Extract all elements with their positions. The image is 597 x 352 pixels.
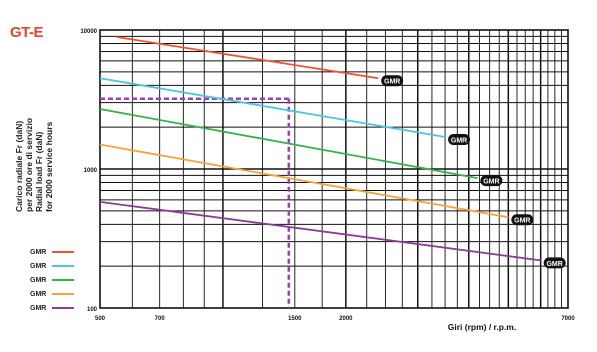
y-tick-label: 100 — [87, 307, 98, 313]
series-line-1 — [116, 36, 379, 80]
legend-item-5: GMR — [30, 301, 74, 315]
legend-label-2: GMR — [30, 262, 47, 270]
series-line-5 — [99, 200, 541, 262]
series-line-2 — [99, 77, 446, 138]
y-tick-label: 1000 — [84, 168, 98, 174]
x-tick-label: 1500 — [288, 316, 302, 322]
legend-label-5: GMR — [30, 304, 47, 312]
legend-item-1: GMR — [30, 245, 74, 259]
series-end-badge-5 — [543, 257, 566, 269]
legend-label-1: GMR — [30, 248, 47, 256]
series-end-label-3: GMR — [483, 179, 499, 186]
legend-swatch-4 — [52, 293, 74, 295]
series-end-badge-1 — [381, 75, 404, 87]
y-tick-label: 10000 — [80, 29, 97, 35]
series-end-badge-4 — [511, 214, 534, 226]
legend-swatch-1 — [52, 251, 74, 253]
series-line-3 — [99, 108, 478, 179]
legend-label-3: GMR — [30, 276, 47, 284]
legend-swatch-5 — [52, 307, 74, 309]
x-tick-label: 700 — [155, 316, 166, 322]
series-end-badge-3 — [480, 175, 503, 187]
series-end-label-5: GMR — [546, 261, 562, 268]
legend-swatch-2 — [52, 265, 74, 267]
x-axis-label: Giri (rpm) / r.p.m. — [448, 322, 516, 332]
legend-label-4: GMR — [30, 290, 47, 298]
x-tick-label: 7000 — [561, 316, 575, 322]
legend-item-3: GMR — [30, 273, 74, 287]
x-tick-label: 500 — [95, 316, 106, 322]
legend-item-4: GMR — [30, 287, 74, 301]
series-end-label-2: GMR — [451, 137, 467, 144]
series-line-4 — [99, 143, 509, 219]
legend-item-2: GMR — [30, 259, 74, 273]
chart-title: GT-E — [10, 24, 44, 41]
legend: GMR GMR GMR GMR GMR — [30, 245, 74, 315]
series-end-label-1: GMR — [384, 79, 400, 86]
series-end-badge-2 — [448, 133, 471, 145]
x-tick-label: 2000 — [339, 316, 353, 322]
series-end-label-4: GMR — [514, 218, 530, 225]
legend-swatch-3 — [52, 279, 74, 281]
